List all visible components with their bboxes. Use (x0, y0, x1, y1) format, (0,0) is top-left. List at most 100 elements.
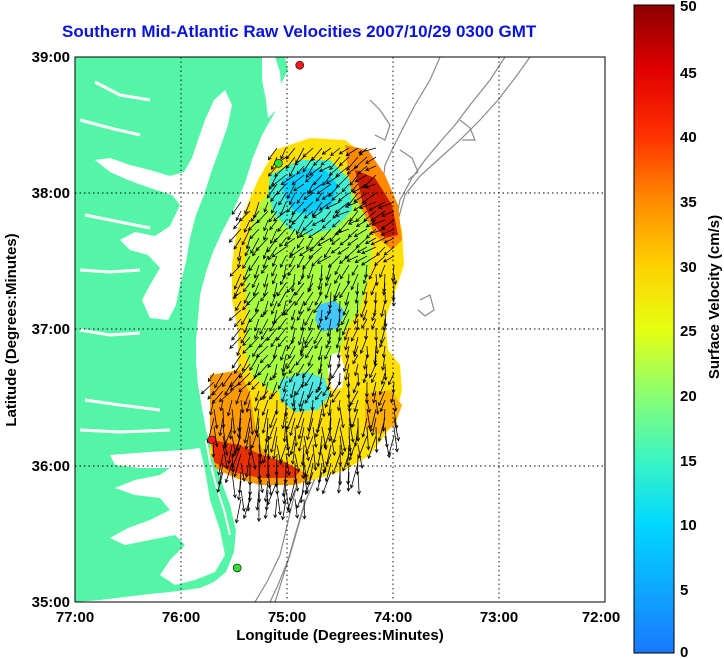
velocity-arrow (293, 183, 305, 192)
velocity-arrow (317, 345, 323, 361)
velocity-arrow (233, 453, 242, 478)
velocity-arrow (371, 309, 377, 322)
velocity-arrow (342, 354, 350, 373)
x-axis-label: Longitude (Degrees:Minutes) (236, 627, 444, 644)
velocity-arrow (249, 444, 257, 470)
velocity-arrow (258, 336, 269, 348)
velocity-arrow (250, 426, 260, 449)
velocity-arrow (362, 372, 368, 384)
y-tick-label: 37:00 (32, 321, 70, 338)
velocity-arrow (332, 417, 341, 444)
velocity-arrow (324, 345, 332, 360)
velocity-arrow (365, 165, 377, 171)
velocity-arrow (335, 210, 350, 217)
velocity-arrow (249, 408, 255, 436)
velocity-arrow (254, 327, 260, 340)
velocity-arrow (236, 480, 242, 501)
velocity-arrow (279, 444, 287, 463)
velocity-arrow (235, 426, 242, 452)
velocity-arrow (309, 237, 323, 252)
velocity-arrow (266, 237, 278, 253)
velocity-arrow (231, 408, 237, 435)
velocity-arrow (362, 282, 368, 296)
velocity-arrow (297, 417, 305, 440)
velocity-arrow (353, 345, 359, 358)
velocity-arrow (365, 219, 377, 228)
velocity-arrow (296, 489, 305, 509)
velocity-arrow (247, 219, 260, 231)
velocity-arrow (243, 417, 251, 444)
velocity-arrow (260, 291, 269, 302)
velocity-arrow (242, 300, 251, 311)
velocity-arrow (315, 381, 323, 394)
velocity-arrow (338, 147, 350, 155)
colorbar-tick-label: 5 (680, 582, 688, 599)
velocity-arrow (373, 345, 378, 365)
velocity-arrow (261, 408, 269, 434)
velocity-arrow (276, 327, 287, 342)
velocity-arrow (242, 336, 251, 347)
velocity-arrow (344, 336, 350, 351)
velocity-arrow (285, 435, 291, 458)
velocity-arrow (330, 435, 337, 457)
velocity-arrow (351, 408, 359, 428)
velocity-arrow (313, 300, 323, 314)
velocity-arrow (261, 399, 269, 417)
velocity-arrow (268, 174, 278, 190)
colorbar-tick-label: 30 (680, 259, 697, 276)
velocity-arrow (297, 255, 305, 269)
velocity-arrow (314, 336, 323, 350)
velocity-arrow (256, 498, 261, 523)
velocity-arrow (224, 381, 233, 396)
x-tick-label: 77:00 (56, 609, 94, 626)
velocity-arrow (369, 363, 377, 379)
velocity-arrow (332, 210, 341, 219)
velocity-arrow (331, 219, 341, 228)
velocity-arrow (371, 219, 386, 226)
velocity-arrow (244, 246, 251, 257)
velocity-arrow (380, 228, 395, 236)
velocity-arrow (282, 381, 287, 393)
velocity-arrow (244, 201, 251, 215)
velocity-arrow (317, 318, 323, 329)
chesapeake-bay (95, 90, 232, 320)
velocity-arrow (327, 399, 332, 417)
barrier-islands (205, 169, 251, 536)
velocity-arrow (231, 471, 237, 499)
velocity-arrow (273, 498, 278, 519)
velocity-arrow (304, 336, 314, 349)
velocity-arrow (240, 273, 251, 287)
x-axis-ticks: 77:00 76:00 75:00 74:00 73:00 72:00 (56, 609, 620, 626)
velocity-arrow (255, 489, 260, 511)
velocity-arrow (296, 237, 305, 249)
velocity-arrow (231, 354, 242, 369)
velocity-arrow (260, 309, 269, 318)
velocity-arrow (332, 453, 341, 475)
velocity-arrow (349, 210, 359, 222)
velocity-arrow (348, 417, 355, 443)
velocity-arrow (267, 354, 278, 369)
velocity-arrow (360, 300, 368, 318)
velocity-arrow (229, 381, 242, 391)
velocity-arrow (307, 282, 314, 293)
velocity-arrow (294, 282, 305, 296)
velocity-arrow (245, 237, 251, 250)
velocity-arrow (310, 399, 315, 411)
velocity-arrow (236, 345, 242, 357)
velocity-arrow (235, 300, 242, 312)
velocity-arrow (259, 390, 269, 401)
velocity-arrow (341, 183, 350, 193)
velocity-arrow (379, 264, 386, 279)
velocity-arrow (347, 399, 352, 413)
velocity-arrow (231, 201, 242, 215)
velocity-arrow (294, 426, 299, 447)
velocity-arrow (219, 399, 224, 412)
velocity-arrow (280, 147, 287, 160)
velocity-arrow (288, 192, 296, 206)
velocity-arrow (383, 363, 388, 381)
velocity-arrow (243, 264, 251, 281)
velocity-arrow (355, 219, 368, 227)
velocity-arrow (383, 291, 388, 305)
velocity-arrow (226, 399, 233, 417)
velocity-arrow (298, 390, 305, 408)
